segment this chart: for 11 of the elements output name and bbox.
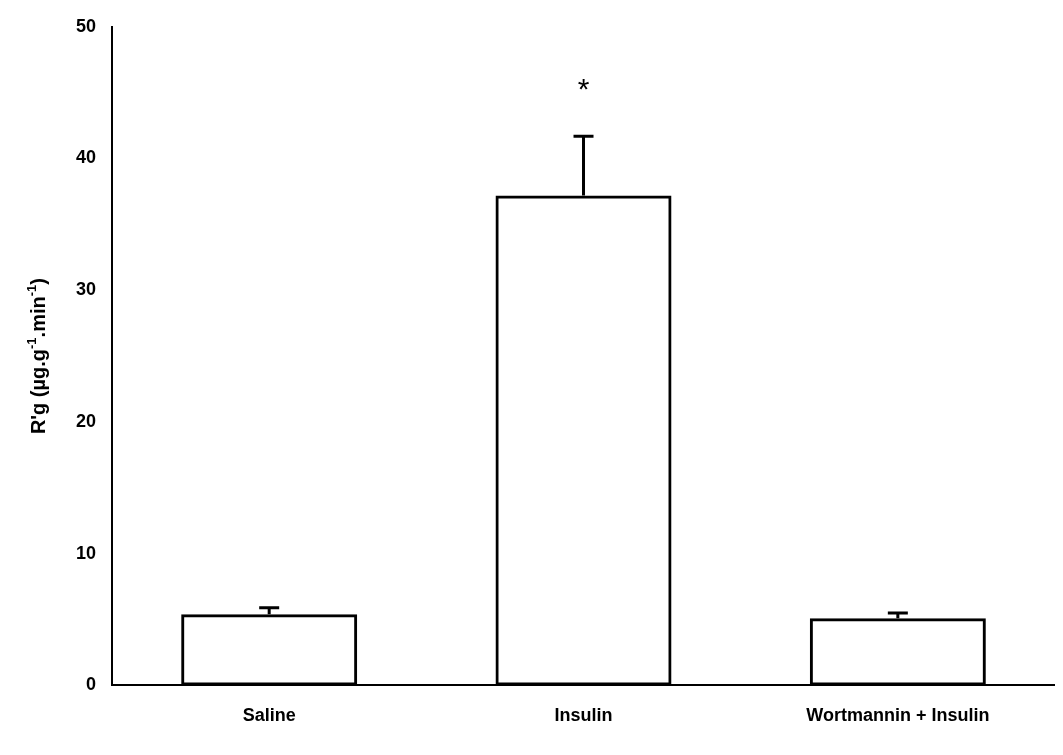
y-tick-label: 40 bbox=[75, 147, 97, 168]
y-tick-label: 0 bbox=[86, 674, 97, 695]
y-tick-label: 30 bbox=[75, 279, 97, 300]
y-axis-title: R'g (µg.g-1.min-1) bbox=[24, 278, 49, 435]
x-tick-label: Wortmannin + Insulin bbox=[806, 705, 990, 726]
y-tick-label: 20 bbox=[75, 410, 97, 431]
x-tick-label: Insulin bbox=[554, 705, 613, 726]
annotation: * bbox=[577, 72, 590, 106]
y-tick-label: 50 bbox=[75, 15, 97, 36]
y-tick-label: 10 bbox=[75, 542, 97, 563]
x-tick-label: Saline bbox=[242, 705, 296, 726]
